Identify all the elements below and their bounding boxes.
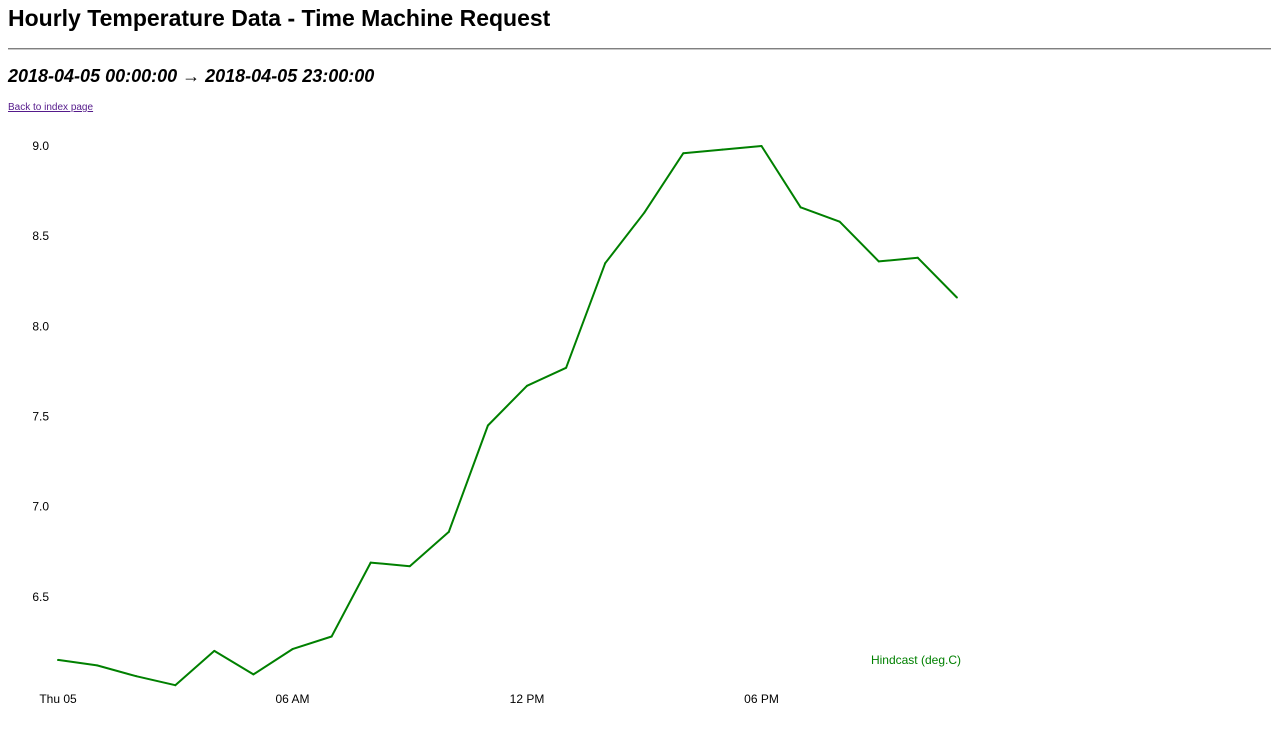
legend-label: Hindcast (deg.C) <box>871 653 961 667</box>
data-point <box>799 206 802 209</box>
data-point <box>96 664 99 667</box>
y-tick-label: 7.0 <box>32 500 49 514</box>
data-point <box>135 675 138 678</box>
y-tick-label: 6.5 <box>32 590 49 604</box>
data-point <box>916 256 919 259</box>
chart-legend: Hindcast (deg.C) <box>871 653 961 667</box>
series-layer <box>57 145 958 687</box>
y-tick-label: 8.5 <box>32 229 49 243</box>
y-axis-ticks: 6.5 7.0 7.5 8.0 8.5 9.0 <box>32 139 49 604</box>
data-point <box>447 530 450 533</box>
y-tick-label: 7.5 <box>32 410 49 424</box>
data-point <box>682 152 685 155</box>
data-point <box>174 684 177 687</box>
date-range-heading: 2018-04-05 00:00:00 → 2018-04-05 23:00:0… <box>8 66 375 86</box>
data-point <box>57 658 59 661</box>
x-tick-label: Thu 05 <box>39 692 77 706</box>
data-point <box>877 260 880 263</box>
data-point <box>291 648 294 651</box>
back-to-index-link[interactable]: Back to index page <box>8 102 94 113</box>
data-point <box>330 635 333 638</box>
page-title: Hourly Temperature Data - Time Machine R… <box>8 5 551 31</box>
data-point <box>369 561 372 564</box>
x-tick-label: 12 PM <box>510 692 545 706</box>
x-tick-label: 06 AM <box>275 692 309 706</box>
x-tick-label: 06 PM <box>744 692 779 706</box>
data-point <box>408 565 411 568</box>
y-tick-label: 8.0 <box>32 319 49 333</box>
data-point <box>760 145 763 147</box>
data-point <box>721 148 724 151</box>
y-tick-label: 9.0 <box>32 139 49 153</box>
data-point <box>565 366 568 369</box>
data-point <box>486 424 489 427</box>
data-point <box>213 649 216 652</box>
series-line <box>57 145 958 687</box>
data-point <box>838 220 841 223</box>
data-point <box>643 211 646 214</box>
data-point <box>955 296 958 299</box>
title-divider <box>8 48 1271 50</box>
x-axis-ticks: Thu 05 06 AM 12 PM 06 PM <box>39 692 779 706</box>
data-point <box>252 673 255 676</box>
data-point <box>604 262 607 265</box>
data-point <box>526 384 528 387</box>
